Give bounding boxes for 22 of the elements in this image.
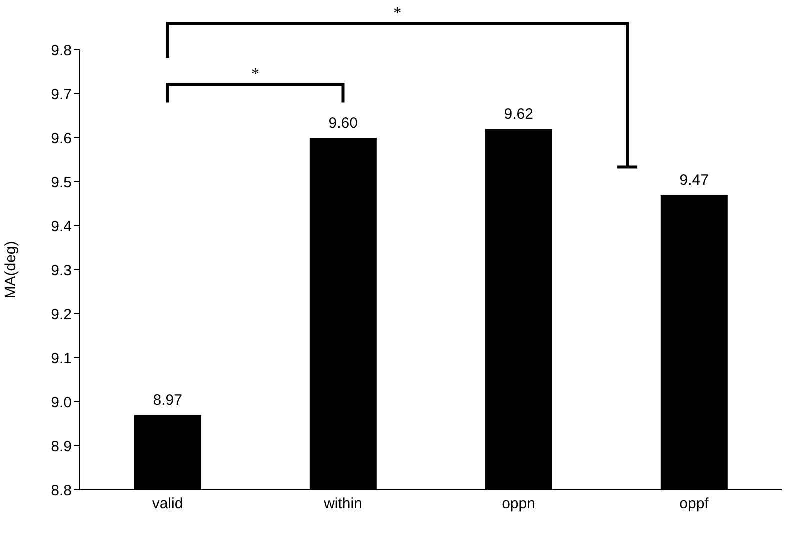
y-tick-label: 9.4 — [51, 218, 72, 236]
x-tick-label: oppn — [502, 496, 536, 513]
data-label: 9.47 — [680, 172, 710, 190]
significance-bracket: * — [166, 66, 345, 103]
y-tick-label: 9.1 — [51, 350, 72, 368]
data-label: 9.60 — [328, 115, 358, 132]
data-label: 9.62 — [504, 106, 534, 124]
y-tick-label: 9.3 — [51, 262, 72, 280]
y-tick-label: 9.8 — [51, 42, 72, 60]
y-tick-label: 9.2 — [51, 306, 72, 324]
x-tick-label: valid — [152, 496, 184, 513]
y-tick-label: 9.0 — [51, 394, 72, 412]
x-tick-label: within — [323, 496, 362, 513]
y-tick-label: 9.6 — [51, 130, 72, 148]
x-tick-label: oppf — [680, 496, 710, 513]
annotation: * — [252, 66, 260, 83]
y-tick-label: 9.7 — [51, 86, 72, 104]
y-axis-title: MA(deg) — [2, 241, 20, 299]
data-label: 8.97 — [153, 392, 183, 410]
y-tick-label: 8.9 — [51, 438, 72, 456]
y-tick-label: 9.5 — [51, 174, 72, 192]
y-tick-label: 8.8 — [51, 482, 72, 500]
